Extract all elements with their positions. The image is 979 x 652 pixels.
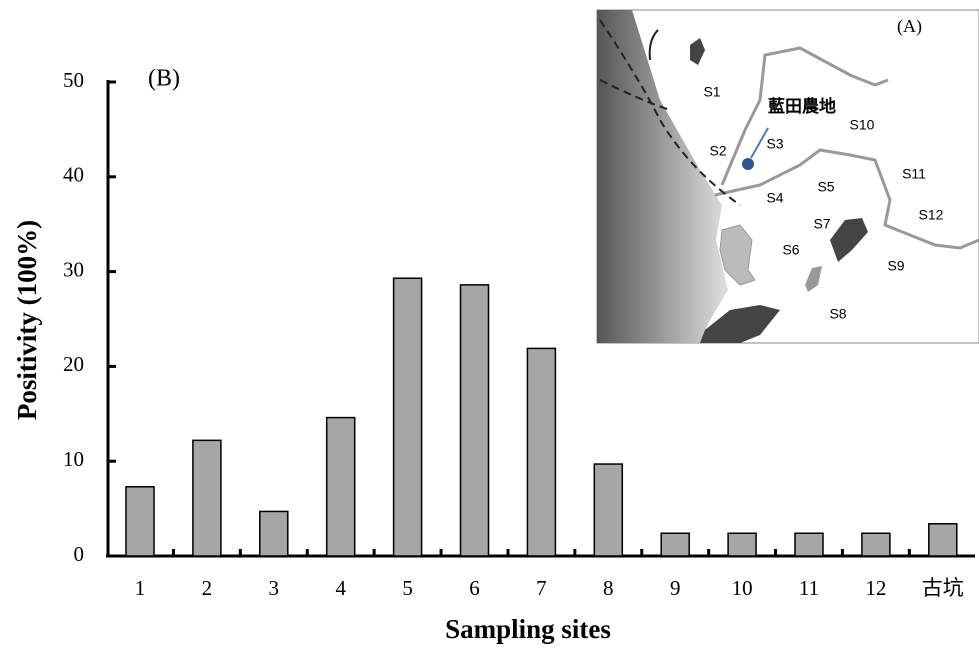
bar: [928, 523, 958, 557]
site-label: S1: [703, 84, 720, 100]
y-tick-label: 30: [63, 257, 84, 281]
x-tick-label: 8: [603, 576, 614, 600]
site-label: S8: [829, 306, 846, 322]
bar: [392, 277, 423, 557]
y-tick-label: 20: [63, 352, 84, 376]
x-tick-label: 古坑: [922, 576, 964, 600]
x-tick-label: 10: [732, 576, 753, 600]
y-tick-label: 10: [63, 447, 84, 471]
bar: [459, 284, 490, 557]
y-axis-title: Positivity (100%): [12, 220, 42, 420]
bar: [125, 486, 155, 557]
site-label: S2: [709, 143, 726, 159]
map-title: (A): [897, 16, 922, 37]
panel-label: (B): [148, 66, 180, 92]
site-label: S9: [887, 258, 904, 274]
y-tick-label: 40: [63, 163, 84, 187]
x-tick-label: 5: [402, 576, 413, 600]
site-label: S3: [766, 136, 783, 152]
x-tick-label: 11: [799, 576, 819, 600]
x-tick-label: 2: [202, 576, 213, 600]
bar: [325, 416, 356, 557]
hill: [830, 218, 868, 262]
route: [599, 79, 671, 111]
x-tick-label: 12: [865, 576, 886, 600]
harbor: [719, 224, 756, 286]
site-label: S5: [817, 179, 834, 195]
bar: [526, 347, 557, 557]
bar: [861, 532, 891, 557]
x-tick-label: 4: [335, 576, 346, 600]
hill: [690, 38, 705, 65]
hill: [700, 305, 780, 343]
pointer: [750, 127, 769, 159]
site-label: S4: [766, 190, 783, 206]
x-tick-label: 6: [469, 576, 480, 600]
site-label: S6: [782, 242, 799, 258]
river: [720, 46, 889, 186]
bar: [794, 532, 824, 557]
x-tick-label: 3: [269, 576, 280, 600]
y-tick-label: 0: [74, 542, 85, 566]
hill: [805, 266, 822, 292]
site-marker: [742, 158, 754, 170]
bar: [259, 510, 289, 557]
site-label: S10: [850, 117, 875, 133]
site-label: S12: [919, 207, 944, 223]
river: [714, 148, 979, 250]
bar: [593, 463, 624, 557]
bar: [192, 439, 222, 557]
inset-map: (A) 藍田農地 S1 S2 S3 S4 S5 S6 S7 S8 S9 S10 S11 S12: [596, 9, 979, 344]
site-label: S7: [813, 216, 830, 232]
x-tick-label: 9: [670, 576, 681, 600]
route: [599, 19, 741, 206]
x-tick-label: 1: [135, 576, 146, 600]
bar: [660, 532, 690, 557]
site-label: S11: [902, 166, 926, 182]
bar: [727, 532, 757, 557]
x-axis-title: Sampling sites: [445, 614, 611, 644]
route: [648, 29, 659, 61]
highlight-label: 藍田農地: [768, 96, 836, 117]
y-tick-label: 50: [63, 68, 84, 92]
x-tick-label: 7: [536, 576, 547, 600]
